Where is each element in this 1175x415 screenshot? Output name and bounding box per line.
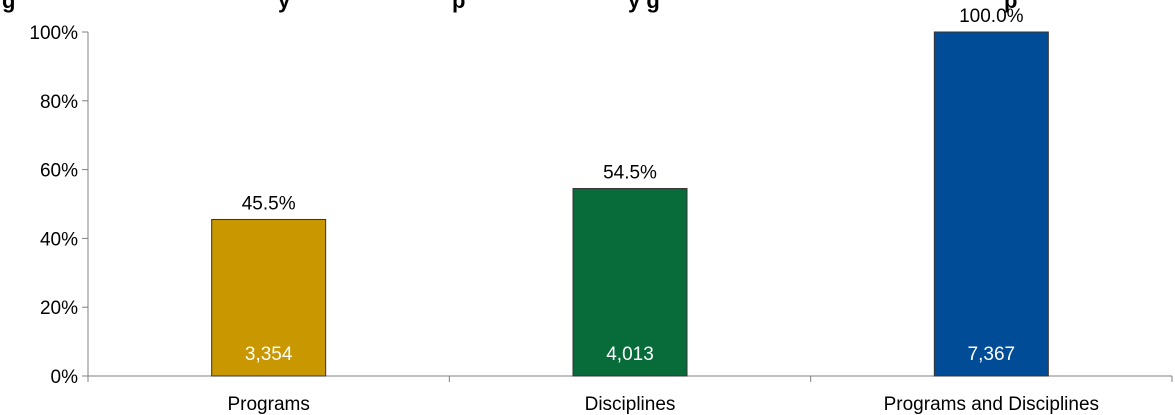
category-label-3: Programs and Disciplines <box>884 394 1099 415</box>
value-label-3: 100.0% <box>959 6 1024 27</box>
category-label-2: Disciplines <box>585 394 676 415</box>
title-fragment-5: p <box>1004 0 1017 13</box>
y-tick-label: 60% <box>40 161 78 182</box>
bar-2 <box>572 188 688 377</box>
y-tick-label: 80% <box>40 92 78 113</box>
chart-title: g y p y g p <box>2 0 1017 13</box>
y-tick-label: 40% <box>40 229 78 250</box>
y-tick-label: 20% <box>40 298 78 319</box>
value-label-2: 54.5% <box>603 163 657 184</box>
title-fragment-left: g <box>2 0 15 13</box>
bars <box>211 31 1049 377</box>
y-tick-label: 0% <box>51 367 79 388</box>
title-fragment-2: y <box>278 0 291 13</box>
bar-1 <box>211 218 327 377</box>
y-tick-label: 100% <box>29 23 78 44</box>
bar-3 <box>933 31 1049 377</box>
value-label-1: 45.5% <box>242 193 296 214</box>
category-label-1: Programs <box>227 394 309 415</box>
labels: 45.5% 3,354 Programs 54.5% 4,013 Disciplines 1… <box>227 6 1099 415</box>
title-fragment-3: p <box>452 0 465 13</box>
axes: 0% 20% 40% 60% 80% 100% <box>29 23 1173 388</box>
count-label-2: 4,013 <box>606 344 654 365</box>
count-label-1: 3,354 <box>245 344 293 365</box>
count-label-3: 7,367 <box>968 344 1016 365</box>
title-fragment-4: y g <box>628 0 660 13</box>
